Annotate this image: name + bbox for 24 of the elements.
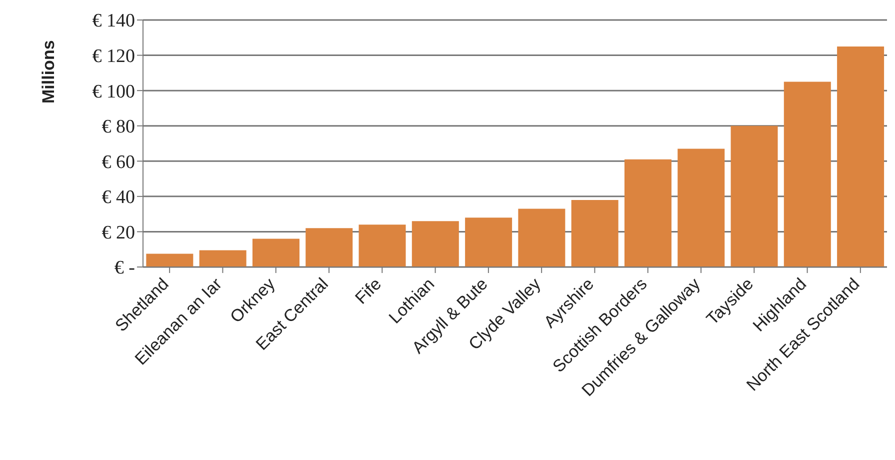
bar bbox=[571, 200, 618, 267]
bar bbox=[465, 218, 512, 267]
bar bbox=[358, 224, 406, 267]
bar bbox=[412, 221, 459, 267]
bar bbox=[730, 126, 778, 267]
bar bbox=[624, 159, 672, 267]
y-tick-label: € 120 bbox=[92, 46, 135, 68]
y-tick-label: € 80 bbox=[102, 116, 135, 138]
y-tick-label: € 140 bbox=[92, 10, 135, 32]
y-tick-label: € 20 bbox=[102, 222, 135, 244]
bar bbox=[199, 250, 246, 267]
y-axis-title: Millions bbox=[39, 40, 58, 104]
y-tick-label: € - bbox=[114, 258, 135, 279]
bar bbox=[518, 208, 566, 267]
bar bbox=[252, 238, 300, 267]
bar bbox=[837, 46, 884, 267]
bar bbox=[306, 228, 353, 267]
bar bbox=[784, 82, 831, 267]
x-tick-label: Fife bbox=[351, 274, 385, 308]
y-tick-label: € 40 bbox=[102, 187, 135, 208]
bar bbox=[146, 254, 194, 267]
y-tick-label: € 100 bbox=[92, 81, 135, 102]
bar bbox=[678, 148, 725, 267]
y-tick-label: € 60 bbox=[102, 152, 135, 173]
